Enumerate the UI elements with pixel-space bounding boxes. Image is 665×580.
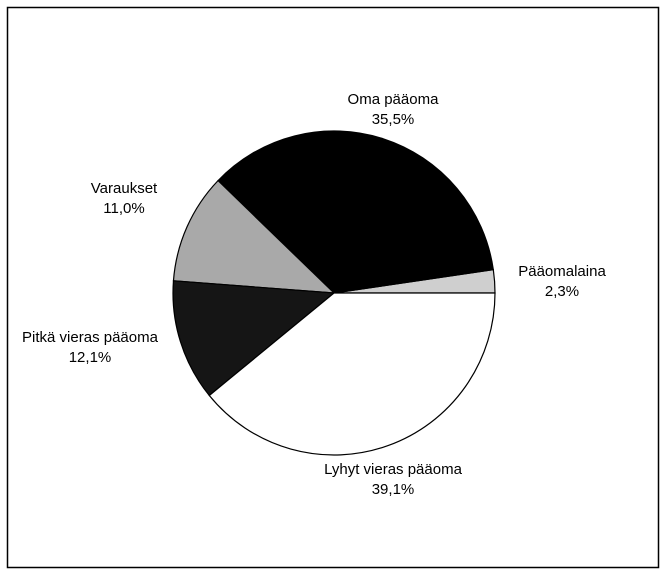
slice-value-label: 11,0%	[103, 200, 144, 217]
slice-label: Varaukset	[91, 180, 158, 197]
pie-slice	[208, 292, 496, 456]
pie-slice	[172, 179, 336, 294]
slice-label: Lyhyt vieras pääoma	[324, 461, 463, 478]
slice-value-label: 12,1%	[69, 349, 112, 366]
pie-slice	[217, 130, 495, 294]
slice-value-label: 2,3%	[545, 283, 579, 300]
slice-value-label: 35,5%	[372, 111, 415, 128]
pie-slice	[172, 280, 336, 397]
slice-label: Pääomalaina	[518, 263, 606, 280]
slice-label: Pitkä vieras pääoma	[22, 329, 159, 346]
slice-label: Oma pääoma	[348, 91, 440, 108]
slice-value-label: 39,1%	[372, 481, 415, 498]
